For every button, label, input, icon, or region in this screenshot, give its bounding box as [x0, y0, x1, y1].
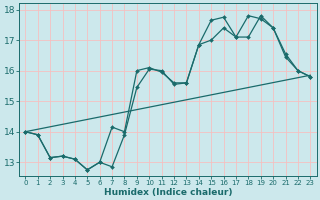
X-axis label: Humidex (Indice chaleur): Humidex (Indice chaleur) [104, 188, 232, 197]
